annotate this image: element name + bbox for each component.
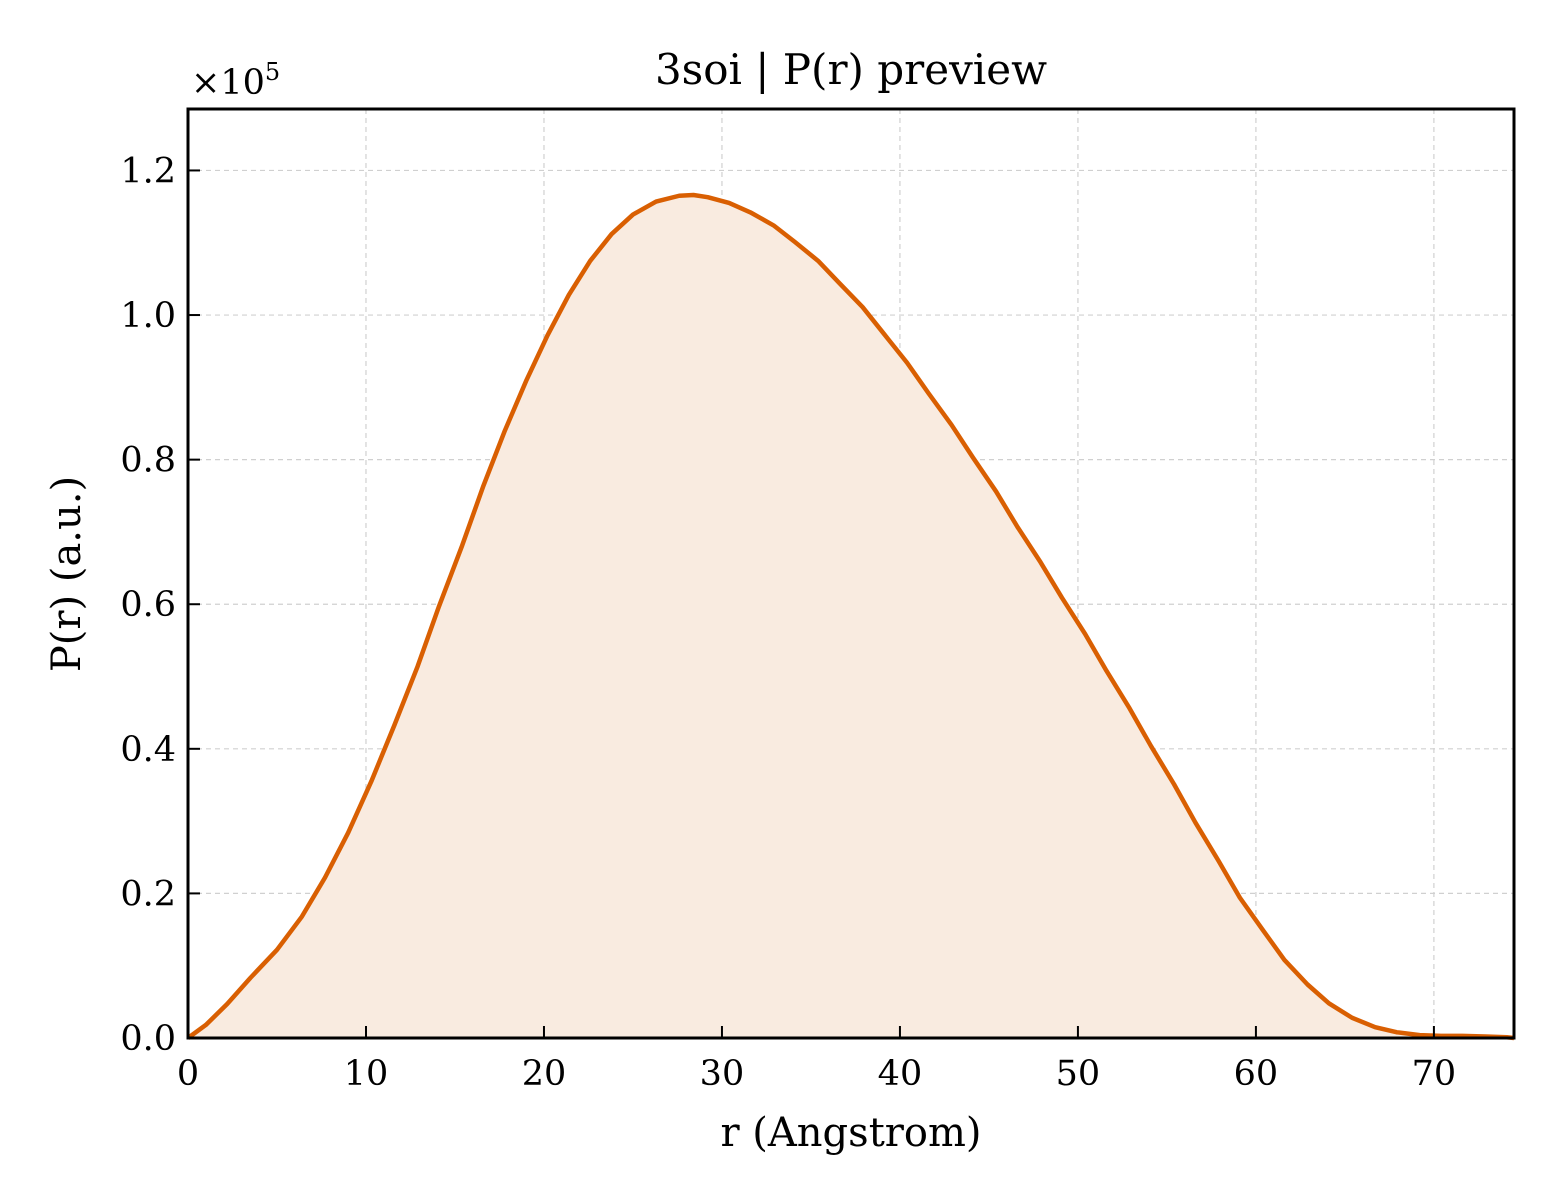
- x-tick-label: 30: [700, 1054, 745, 1094]
- x-tick-label: 10: [344, 1054, 389, 1094]
- y-axis-label: P(r) (a.u.): [44, 476, 90, 672]
- y-tick-label: 0.8: [120, 441, 176, 481]
- y-tick-label: 1.0: [120, 296, 176, 336]
- x-axis-ticks: 0 10 20 30 40 50 60 70: [177, 1026, 1456, 1094]
- y-tick-label: 0.2: [120, 874, 176, 914]
- y-tick-label: 0.6: [120, 585, 176, 625]
- chart-title: 3soi | P(r) preview: [655, 45, 1047, 94]
- x-tick-label: 40: [878, 1054, 923, 1094]
- pr-area-fill: [188, 195, 1514, 1038]
- x-tick-label: 60: [1234, 1054, 1279, 1094]
- x-tick-label: 70: [1412, 1054, 1457, 1094]
- y-tick-label: 0.0: [120, 1019, 176, 1059]
- x-tick-label: 20: [522, 1054, 567, 1094]
- x-tick-label: 50: [1056, 1054, 1101, 1094]
- y-axis-multiplier: ×105: [191, 58, 280, 103]
- y-axis-multiplier-exponent: 5: [265, 58, 280, 86]
- y-tick-label: 0.4: [120, 730, 176, 770]
- pr-curve-line: [186, 192, 1515, 1041]
- x-axis-label: r (Angstrom): [720, 1110, 981, 1156]
- y-axis-ticks: 0.0 0.2 0.4 0.6 0.8 1.0 1.2: [120, 151, 200, 1059]
- y-axis-multiplier-base: ×10: [191, 63, 265, 103]
- x-tick-label: 0: [177, 1054, 199, 1094]
- plot-frame: [186, 107, 1516, 1040]
- y-tick-label: 1.2: [120, 151, 176, 191]
